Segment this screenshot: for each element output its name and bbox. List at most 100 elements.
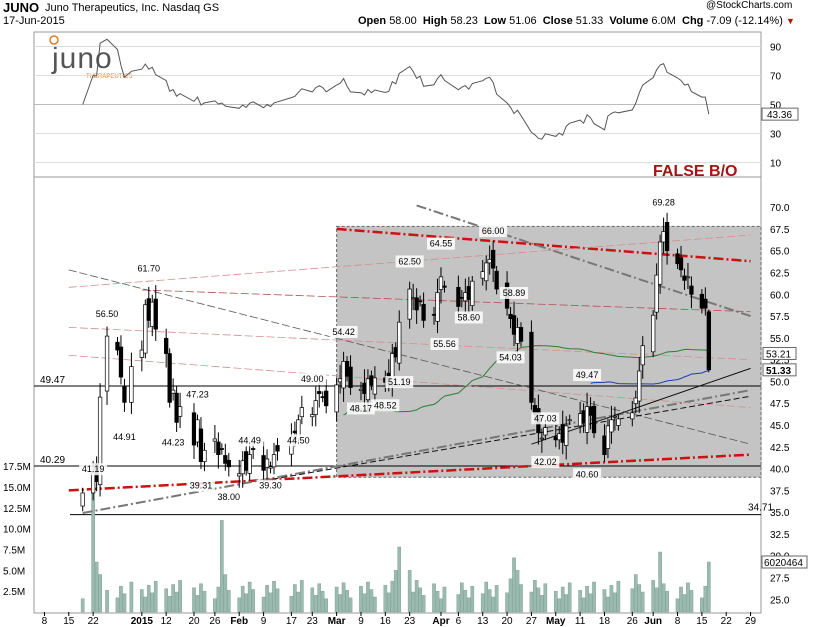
volume-tick-label: 15.0M bbox=[3, 483, 31, 494]
price-callout-label: 39.31 bbox=[190, 481, 213, 491]
price-callout-label: 56.50 bbox=[96, 309, 119, 319]
price-tick-label: 40.0 bbox=[770, 465, 790, 476]
candle-body bbox=[480, 271, 485, 279]
candle-body bbox=[435, 292, 440, 322]
candle-body bbox=[167, 353, 172, 403]
price-callout: 38.00 bbox=[214, 491, 243, 503]
price-tick-label: 57.5 bbox=[770, 312, 790, 323]
price-callout: 55.56 bbox=[430, 337, 459, 350]
volume-bar bbox=[418, 587, 422, 613]
volume-bar bbox=[439, 598, 443, 613]
volume-bar bbox=[703, 585, 708, 613]
x-tick-label: 27 bbox=[526, 616, 538, 627]
thin-red-channel-upper bbox=[141, 289, 751, 313]
high-label: High bbox=[422, 15, 448, 27]
candle-body bbox=[341, 361, 346, 389]
black-dashed-support bbox=[263, 395, 751, 482]
volume-value: 6.0M bbox=[651, 15, 676, 27]
x-tick-label: Mar bbox=[328, 616, 346, 627]
candle-body bbox=[591, 405, 597, 434]
price-callout-bg bbox=[454, 311, 483, 324]
x-tick-label: Jun bbox=[644, 616, 662, 627]
price-callout-label: 47.03 bbox=[534, 413, 557, 423]
x-tick-label: 17 bbox=[286, 616, 298, 627]
price-callout-label: 38.00 bbox=[218, 492, 241, 502]
volume-bar bbox=[251, 589, 255, 613]
price-callout-label: 66.00 bbox=[482, 226, 505, 236]
price-callout-bg bbox=[426, 237, 455, 250]
price-callout-label: 44.23 bbox=[162, 438, 185, 448]
volume-bar bbox=[640, 591, 645, 613]
volume-bar bbox=[338, 594, 342, 613]
price-callout: 56.50 bbox=[93, 307, 122, 320]
candle-body bbox=[616, 418, 621, 426]
volume-tick-label: 2.5M bbox=[3, 587, 25, 598]
candle-body bbox=[146, 298, 151, 321]
volume-bar bbox=[393, 570, 398, 613]
price-callout: 58.89 bbox=[500, 286, 529, 299]
price-callout-label: 44.91 bbox=[113, 432, 136, 442]
candle-body bbox=[195, 419, 200, 443]
price-callout-bg bbox=[183, 388, 212, 401]
candle-body bbox=[539, 437, 545, 440]
volume-bar bbox=[505, 592, 509, 613]
candle-body bbox=[703, 298, 708, 309]
volume-bar bbox=[129, 581, 134, 613]
price-callout: 62.50 bbox=[395, 255, 424, 268]
price-callout-label: 44.49 bbox=[238, 435, 261, 445]
price-callout-label: 40.60 bbox=[576, 469, 599, 479]
price-tick-label: 67.5 bbox=[770, 225, 790, 236]
price-callout: 39.31 bbox=[186, 479, 215, 492]
candle-body bbox=[630, 412, 635, 420]
close-value-box bbox=[762, 363, 797, 377]
volume-bar bbox=[300, 580, 304, 613]
candle-body bbox=[564, 425, 569, 446]
x-tick-label: 13 bbox=[477, 616, 489, 627]
volume-bar bbox=[606, 596, 610, 613]
open-label: Open bbox=[358, 15, 387, 27]
volume-value-box bbox=[761, 555, 808, 569]
x-tick-label: 9 bbox=[261, 616, 267, 627]
volume-tick-label: 12.5M bbox=[3, 504, 31, 515]
price-callout: 39.30 bbox=[256, 479, 285, 492]
volume-bar bbox=[310, 587, 315, 613]
candle-body bbox=[362, 382, 367, 394]
volume-bar bbox=[633, 574, 638, 613]
price-callout: 51.19 bbox=[385, 376, 414, 389]
price-callout-bg bbox=[159, 436, 188, 449]
volume-bar bbox=[467, 597, 471, 613]
candle-body bbox=[581, 410, 586, 424]
candle-body bbox=[459, 296, 465, 299]
candle-body bbox=[466, 286, 471, 300]
candle-body bbox=[543, 427, 548, 436]
price-callout-bg bbox=[256, 479, 285, 492]
rsi-value-label: 43.36 bbox=[767, 110, 792, 121]
x-tick-label: 26 bbox=[209, 616, 221, 627]
consolidation-box bbox=[336, 225, 762, 478]
x-tick-label: 29 bbox=[745, 616, 757, 627]
price-callout: 41.19 bbox=[79, 463, 108, 476]
chg-label: Chg bbox=[682, 15, 704, 27]
volume-bar bbox=[682, 594, 687, 613]
price-tick-label: 32.5 bbox=[770, 530, 790, 541]
volume-bar bbox=[143, 596, 148, 613]
price-callout-bg bbox=[371, 399, 400, 412]
x-tick-label: 6 bbox=[456, 616, 462, 627]
volume-bar bbox=[359, 585, 363, 613]
ma50-line bbox=[343, 345, 709, 416]
candle-body bbox=[470, 280, 475, 306]
candle-body bbox=[557, 433, 562, 441]
candle-body bbox=[164, 337, 169, 354]
candle-body bbox=[115, 341, 120, 351]
price-callout: 47.03 bbox=[531, 412, 560, 425]
candle-body bbox=[244, 451, 249, 471]
volume-bar bbox=[202, 590, 207, 613]
price-callout: 49.47 bbox=[573, 369, 602, 382]
candle-body bbox=[320, 396, 325, 399]
x-tick-label: 22 bbox=[721, 616, 733, 627]
price-callout-bg bbox=[329, 325, 358, 338]
price-tick-label: 27.5 bbox=[770, 574, 790, 585]
candle-body bbox=[640, 345, 645, 366]
volume-bar bbox=[348, 597, 353, 613]
